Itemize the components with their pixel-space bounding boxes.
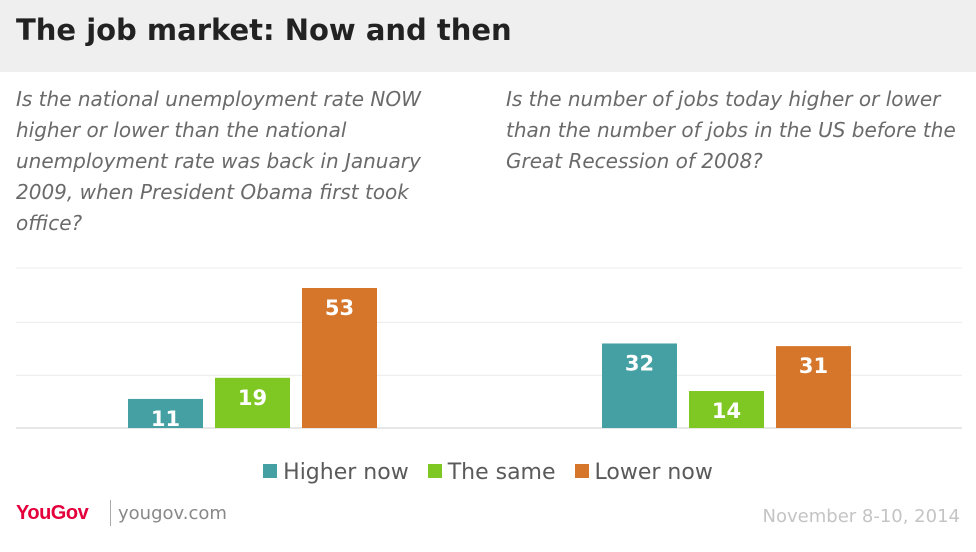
data-label-q1-1: 19 [238,386,267,410]
bar-q2-the-same [689,391,764,428]
legend-swatch-same [427,464,442,478]
data-label-q2-0: 32 [625,351,654,375]
legend-item-lower: Lower now [574,460,713,485]
question-2-text: Is the number of jobs today higher or lo… [506,87,956,173]
legend-swatch-higher [263,464,278,478]
legend-item-same: The same [427,460,556,485]
bar-q1-lower-now [302,288,377,428]
logo-divider [110,500,111,526]
data-label-q2-2: 31 [799,354,828,378]
legend-label-higher: Higher now [283,460,409,485]
bar-q2-higher-now [602,343,677,428]
website-link[interactable]: yougov.com [118,503,227,524]
data-label-q2-1: 14 [712,399,741,423]
bar-q2-lower-now [776,346,851,428]
legend-label-same: The same [447,460,556,485]
page-title: The job market: Now and then [16,13,512,47]
data-label-q1-2: 53 [325,296,354,320]
legend-item-higher: Higher now [263,460,409,485]
bar-q1-higher-now [128,398,203,428]
legend-swatch-lower [574,464,589,478]
yougov-logo: YouGov [16,502,89,524]
survey-date: November 8-10, 2014 [762,506,960,527]
header-bar: The job market: Now and then [0,0,976,72]
data-label-q1-0: 11 [151,407,180,431]
bar-q1-the-same [215,377,290,428]
question-1-text: Is the national unemployment rate NOW hi… [16,87,421,235]
legend-label-lower: Lower now [594,460,713,485]
chart-legend: Higher now The same Lower now [0,460,976,485]
